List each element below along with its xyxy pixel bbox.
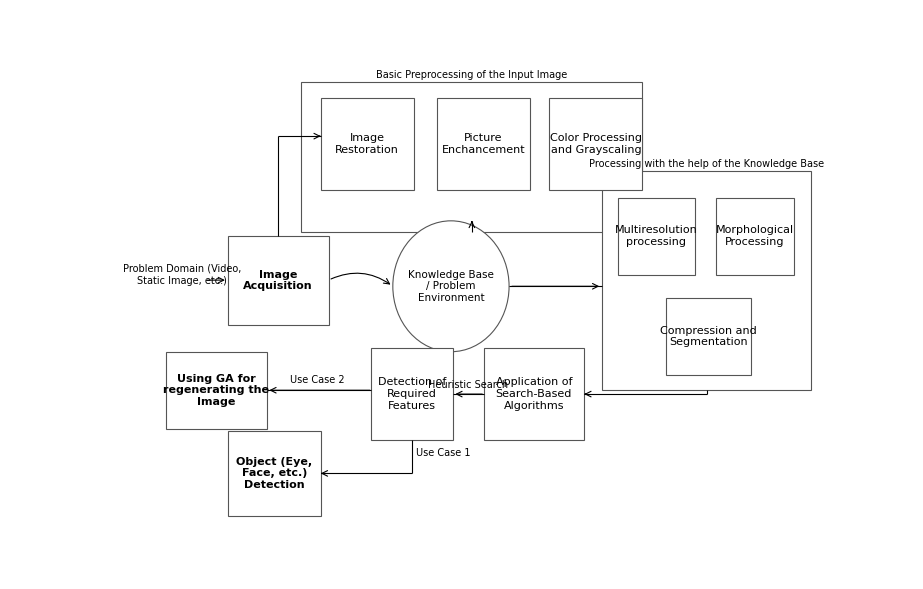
Text: Use Case 1: Use Case 1 (415, 448, 470, 458)
Text: Application of
Search-Based
Algorithms: Application of Search-Based Algorithms (496, 378, 572, 411)
Text: Object (Eye,
Face, etc.)
Detection: Object (Eye, Face, etc.) Detection (236, 457, 312, 490)
FancyBboxPatch shape (602, 171, 811, 391)
FancyBboxPatch shape (302, 82, 642, 233)
FancyBboxPatch shape (228, 236, 329, 325)
Text: Basic Preprocessing of the Input Image: Basic Preprocessing of the Input Image (377, 70, 568, 80)
FancyBboxPatch shape (665, 298, 751, 375)
FancyBboxPatch shape (617, 198, 695, 274)
Text: Compression and
Segmentation: Compression and Segmentation (660, 326, 757, 347)
FancyBboxPatch shape (716, 198, 794, 274)
FancyBboxPatch shape (228, 431, 321, 516)
Text: Problem Domain (Video,
Static Image, etc.): Problem Domain (Video, Static Image, etc… (123, 264, 242, 286)
FancyBboxPatch shape (321, 98, 414, 190)
FancyBboxPatch shape (549, 98, 642, 190)
Text: Color Processing
and Grayscaling: Color Processing and Grayscaling (550, 133, 641, 155)
Text: Processing with the help of the Knowledge Base: Processing with the help of the Knowledg… (589, 158, 824, 168)
FancyBboxPatch shape (484, 348, 584, 441)
Text: Image
Acquisition: Image Acquisition (244, 270, 313, 292)
Text: Multiresolution
processing: Multiresolution processing (615, 226, 698, 247)
FancyBboxPatch shape (166, 352, 267, 429)
Text: Knowledge Base
/ Problem
Environment: Knowledge Base / Problem Environment (408, 270, 494, 303)
Text: Image
Restoration: Image Restoration (335, 133, 399, 155)
Text: Detection of
Required
Features: Detection of Required Features (378, 378, 446, 411)
Text: Morphological
Processing: Morphological Processing (715, 226, 794, 247)
Ellipse shape (393, 221, 509, 352)
Text: Using GA for
regenerating the
Image: Using GA for regenerating the Image (163, 373, 270, 407)
FancyBboxPatch shape (371, 348, 452, 441)
Text: Heuristic Search: Heuristic Search (428, 380, 508, 391)
Text: Picture
Enchancement: Picture Enchancement (442, 133, 525, 155)
FancyBboxPatch shape (437, 98, 530, 190)
Text: Use Case 2: Use Case 2 (290, 375, 344, 385)
